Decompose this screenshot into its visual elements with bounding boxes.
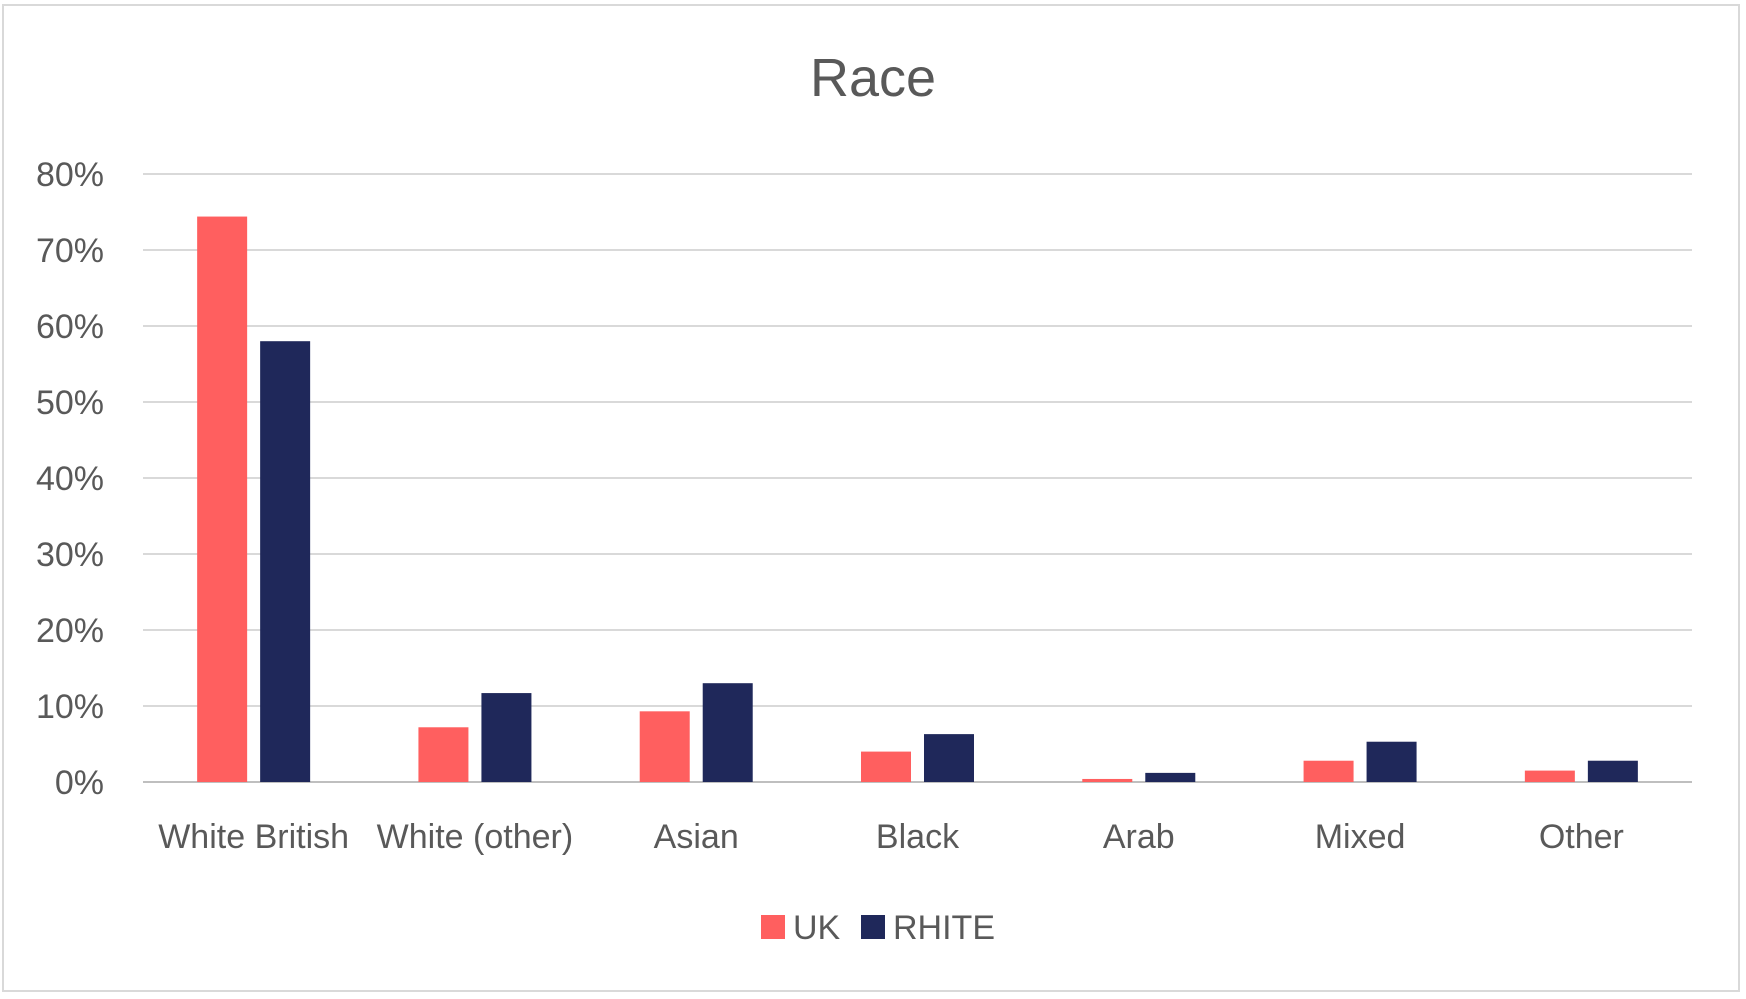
x-category-label: Asian	[654, 818, 739, 856]
x-category-label: White (other)	[377, 818, 574, 856]
y-tick-label: 80%	[36, 156, 104, 194]
chart-title: Race	[810, 48, 936, 108]
y-tick-label: 50%	[36, 384, 104, 422]
x-axis-categories: White British White (other) Asian Black Arab…	[158, 818, 1624, 856]
bar-uk-white-other	[418, 727, 469, 782]
bar-rhite-asian	[702, 683, 753, 782]
bar-rhite-black	[924, 734, 974, 782]
y-tick-label: 70%	[36, 232, 104, 270]
bars	[197, 216, 1638, 782]
x-category-label: Black	[876, 818, 960, 856]
x-category-label: Mixed	[1315, 818, 1406, 856]
y-tick-label: 40%	[36, 460, 104, 498]
bar-rhite-other	[1587, 760, 1638, 782]
bar-rhite-white-british	[260, 341, 311, 782]
bar-uk-black	[861, 751, 911, 782]
y-tick-label: 0%	[55, 764, 104, 802]
legend-label-uk: UK	[793, 909, 841, 947]
y-tick-label: 10%	[36, 688, 104, 726]
bar-uk-mixed	[1303, 760, 1354, 782]
y-tick-label: 60%	[36, 308, 104, 346]
legend-swatch-rhite	[861, 915, 885, 939]
y-tick-label: 20%	[36, 612, 104, 650]
bar-uk-asian	[639, 711, 690, 782]
bar-rhite-white-other	[481, 693, 532, 782]
gridlines	[143, 173, 1692, 783]
y-axis-ticks: 0% 10% 20% 30% 40% 50% 60% 70% 80%	[36, 156, 104, 802]
x-category-label: Arab	[1103, 818, 1175, 856]
legend-swatch-uk	[761, 915, 785, 939]
bar-rhite-mixed	[1366, 741, 1417, 782]
legend-label-rhite: RHITE	[893, 909, 995, 947]
legend: UK RHITE	[761, 909, 995, 947]
x-category-label: Other	[1539, 818, 1624, 856]
bar-uk-other	[1524, 770, 1575, 782]
bar-uk-white-british	[197, 216, 248, 782]
bar-rhite-arab	[1145, 772, 1196, 782]
x-category-label: White British	[158, 818, 349, 856]
y-tick-label: 30%	[36, 536, 104, 574]
bar-uk-arab	[1082, 778, 1133, 782]
